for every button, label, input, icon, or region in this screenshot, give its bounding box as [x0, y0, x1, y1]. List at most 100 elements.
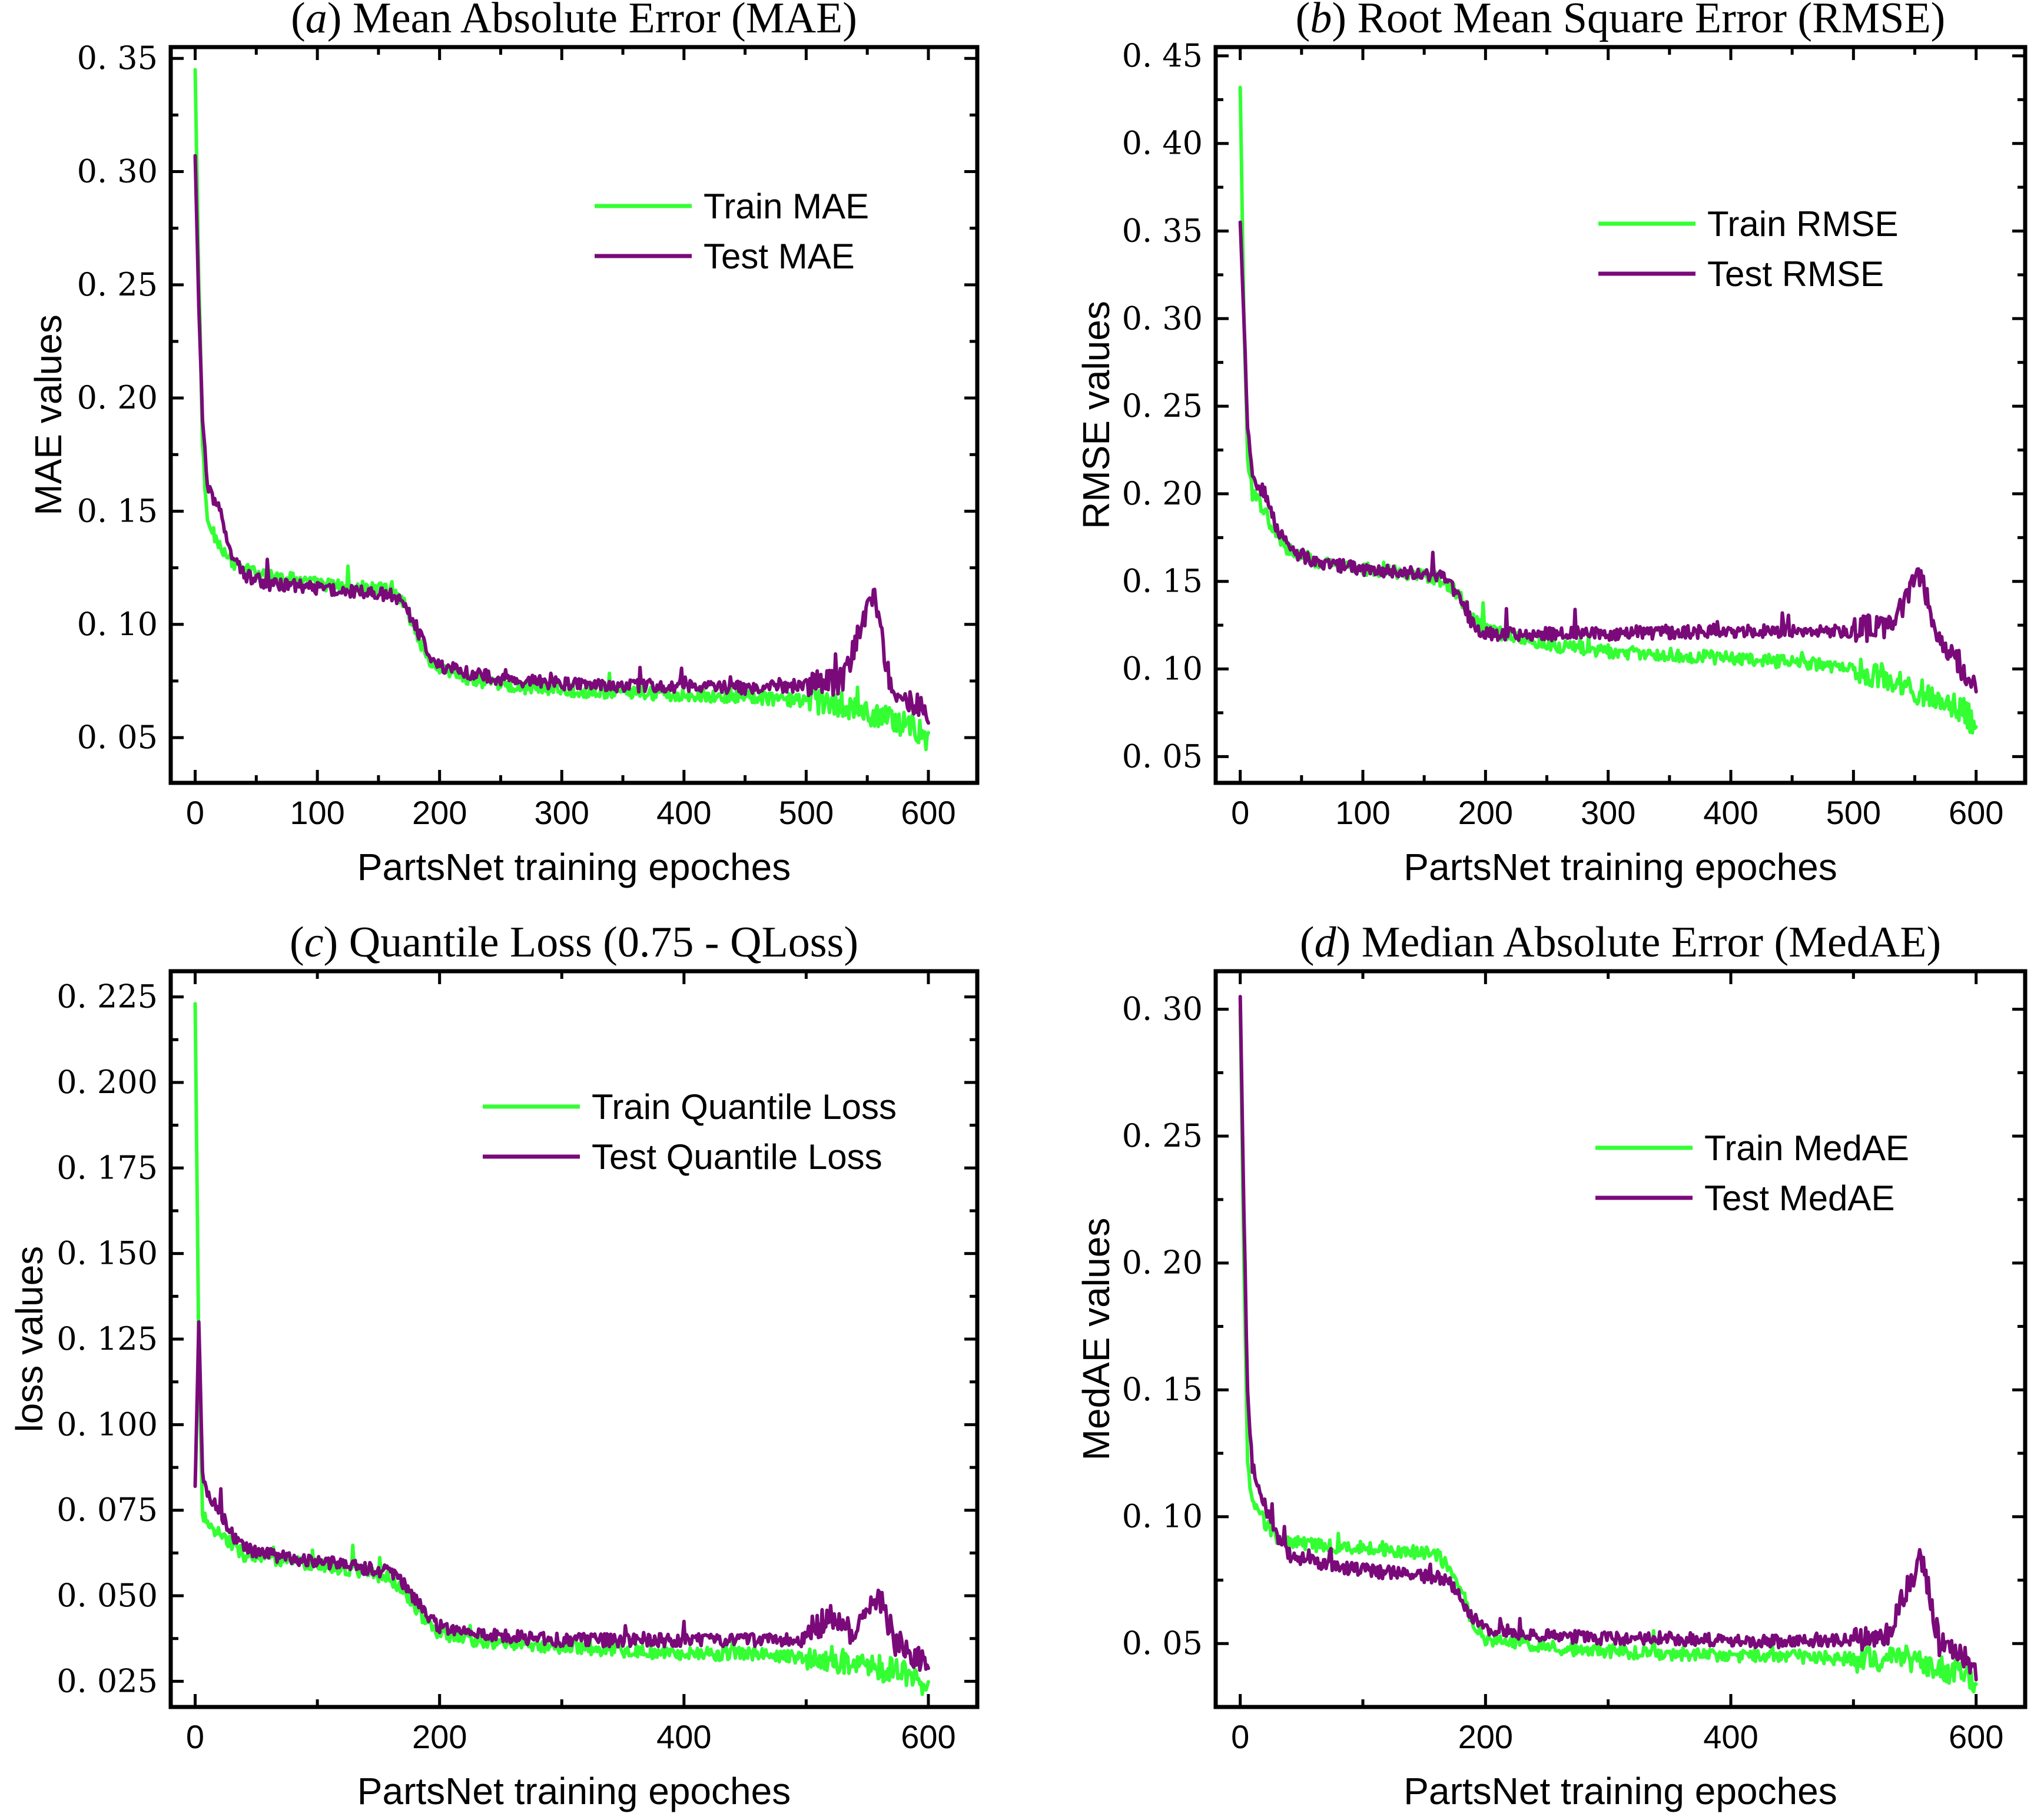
x-tick-label: 400: [1703, 1718, 1758, 1755]
legend-label-test: Test RMSE: [1707, 254, 1884, 294]
y-tick-label: 0. 10: [1122, 650, 1203, 688]
series-line-test: [193, 1320, 930, 1672]
y-tick-label: 0. 225: [57, 978, 158, 1015]
x-axis-label: PartsNet training epoches: [357, 846, 791, 888]
y-tick-label: 0. 10: [77, 606, 158, 643]
chart-title-paren-open: (: [291, 0, 306, 42]
legend-label-train: Train RMSE: [1707, 204, 1899, 244]
y-tick-label: 0. 20: [1122, 475, 1203, 512]
y-tick-label: 0. 125: [57, 1320, 158, 1357]
y-tick-label: 0. 075: [57, 1492, 158, 1529]
y-tick-label: 0. 050: [57, 1577, 158, 1614]
y-tick-label: 0. 10: [1122, 1498, 1203, 1535]
x-tick-label: 500: [1826, 794, 1881, 831]
y-tick-label: 0. 15: [1122, 563, 1203, 600]
y-axis-label: RMSE values: [1075, 301, 1117, 529]
chart-title-letter: d: [1315, 918, 1337, 967]
x-axis-label: PartsNet training epoches: [1403, 1770, 1837, 1812]
y-tick-label: 0. 30: [1122, 991, 1203, 1028]
y-axis-label: MedAE values: [1075, 1218, 1117, 1461]
x-tick-label: 0: [186, 1718, 204, 1755]
y-tick-label: 0. 15: [77, 492, 158, 529]
legend-label-test: Test MAE: [704, 237, 855, 276]
chart-title-paren-close: ): [327, 0, 342, 42]
x-tick-label: 100: [1335, 794, 1390, 831]
y-tick-label: 0. 40: [1122, 125, 1203, 162]
chart-title: (c) Quantile Loss (0.75 - QLoss): [290, 918, 858, 967]
series-line-test: [193, 154, 930, 725]
chart-title: (a) Mean Absolute Error (MAE): [291, 0, 857, 42]
x-tick-label: 200: [1458, 1718, 1513, 1755]
chart-title-letter: b: [1310, 0, 1332, 42]
chart-title: (d) Median Absolute Error (MedAE): [1300, 918, 1941, 967]
x-tick-label: 200: [1458, 794, 1513, 831]
chart-title: (b) Root Mean Square Error (RMSE): [1296, 0, 1946, 42]
chart-panel-c: (c) Quantile Loss (0.75 - QLoss) 0 200 400 6…: [8, 918, 980, 1812]
chart-panel-b: (b) Root Mean Square Error (RMSE) 0 100 200…: [1075, 0, 2028, 888]
chart-title-paren-close: ): [1332, 0, 1346, 42]
x-tick-label: 100: [290, 794, 344, 831]
x-tick-label: 400: [656, 1718, 711, 1755]
plot-area: [1238, 85, 1978, 735]
plot-area: [193, 1002, 930, 1696]
legend-label-test: Test Quantile Loss: [592, 1137, 882, 1177]
series-line-train: [1238, 1007, 1978, 1694]
legend-label-test: Test MedAE: [1704, 1178, 1894, 1218]
plot-frame: [168, 45, 980, 785]
chart-title-paren-close: ): [324, 918, 339, 967]
x-axis-label: PartsNet training epoches: [1403, 846, 1837, 888]
y-tick-label: 0. 05: [1122, 738, 1203, 775]
y-tick-label: 0. 025: [57, 1662, 158, 1699]
x-tick-label: 0: [1231, 794, 1249, 831]
x-tick-label: 0: [1231, 1718, 1249, 1755]
x-axis-label: PartsNet training epoches: [357, 1770, 791, 1812]
x-tick-label: 300: [535, 794, 589, 831]
series-line-train: [193, 68, 930, 752]
x-tick-label: 300: [1581, 794, 1635, 831]
y-tick-label: 0. 25: [77, 266, 158, 303]
legend-label-train: Train Quantile Loss: [592, 1087, 897, 1127]
chart-title-letter: c: [304, 918, 324, 967]
x-tick-label: 400: [656, 794, 711, 831]
y-tick-label: 0. 25: [1122, 387, 1203, 424]
chart-title-letter: a: [306, 0, 327, 42]
x-tick-label: 200: [412, 1718, 467, 1755]
series-line-test: [1238, 220, 1978, 694]
plot-frame: [1213, 45, 2028, 785]
y-tick-label: 0. 200: [57, 1064, 158, 1101]
chart-title-text: Root Mean Square Error (RMSE): [1346, 0, 1945, 42]
chart-title-text: Mean Absolute Error (MAE): [341, 0, 857, 42]
legend-label-train: Train MAE: [704, 187, 869, 226]
y-tick-label: 0. 05: [1122, 1625, 1203, 1662]
chart-title-paren-open: (: [1296, 0, 1310, 42]
x-tick-label: 400: [1703, 794, 1758, 831]
chart-title-text: Median Absolute Error (MedAE): [1351, 918, 1941, 967]
x-tick-label: 600: [1949, 794, 2003, 831]
y-tick-label: 0. 20: [1122, 1244, 1203, 1281]
y-tick-label: 0. 175: [57, 1149, 158, 1186]
legend-label-train: Train MedAE: [1704, 1128, 1909, 1168]
y-tick-label: 0. 150: [57, 1235, 158, 1272]
y-axis-label: MAE values: [27, 314, 69, 515]
y-tick-label: 0. 15: [1122, 1371, 1203, 1408]
y-tick-label: 0. 25: [1122, 1117, 1203, 1154]
y-tick-label: 0. 30: [1122, 300, 1203, 337]
y-tick-label: 0. 35: [1122, 212, 1203, 250]
chart-title-paren-open: (: [1300, 918, 1315, 967]
y-tick-label: 0. 100: [57, 1406, 158, 1443]
plot-area: [1238, 995, 1978, 1694]
x-tick-label: 600: [901, 794, 955, 831]
x-tick-label: 600: [901, 1718, 955, 1755]
chart-panel-a: (a) Mean Absolute Error (MAE) 0 100 200 300 4…: [27, 0, 980, 888]
y-tick-label: 0. 45: [1122, 37, 1203, 74]
y-axis-label: loss values: [8, 1246, 51, 1433]
chart-title-paren-open: (: [290, 918, 304, 967]
plot-area: [193, 68, 930, 752]
x-tick-label: 500: [779, 794, 834, 831]
y-tick-label: 0. 35: [77, 39, 158, 77]
chart-panel-d: (d) Median Absolute Error (MedAE) 0 200 400…: [1075, 918, 2028, 1812]
y-tick-label: 0. 20: [77, 379, 158, 416]
y-tick-label: 0. 05: [77, 719, 158, 756]
series-line-test: [1238, 995, 1978, 1682]
